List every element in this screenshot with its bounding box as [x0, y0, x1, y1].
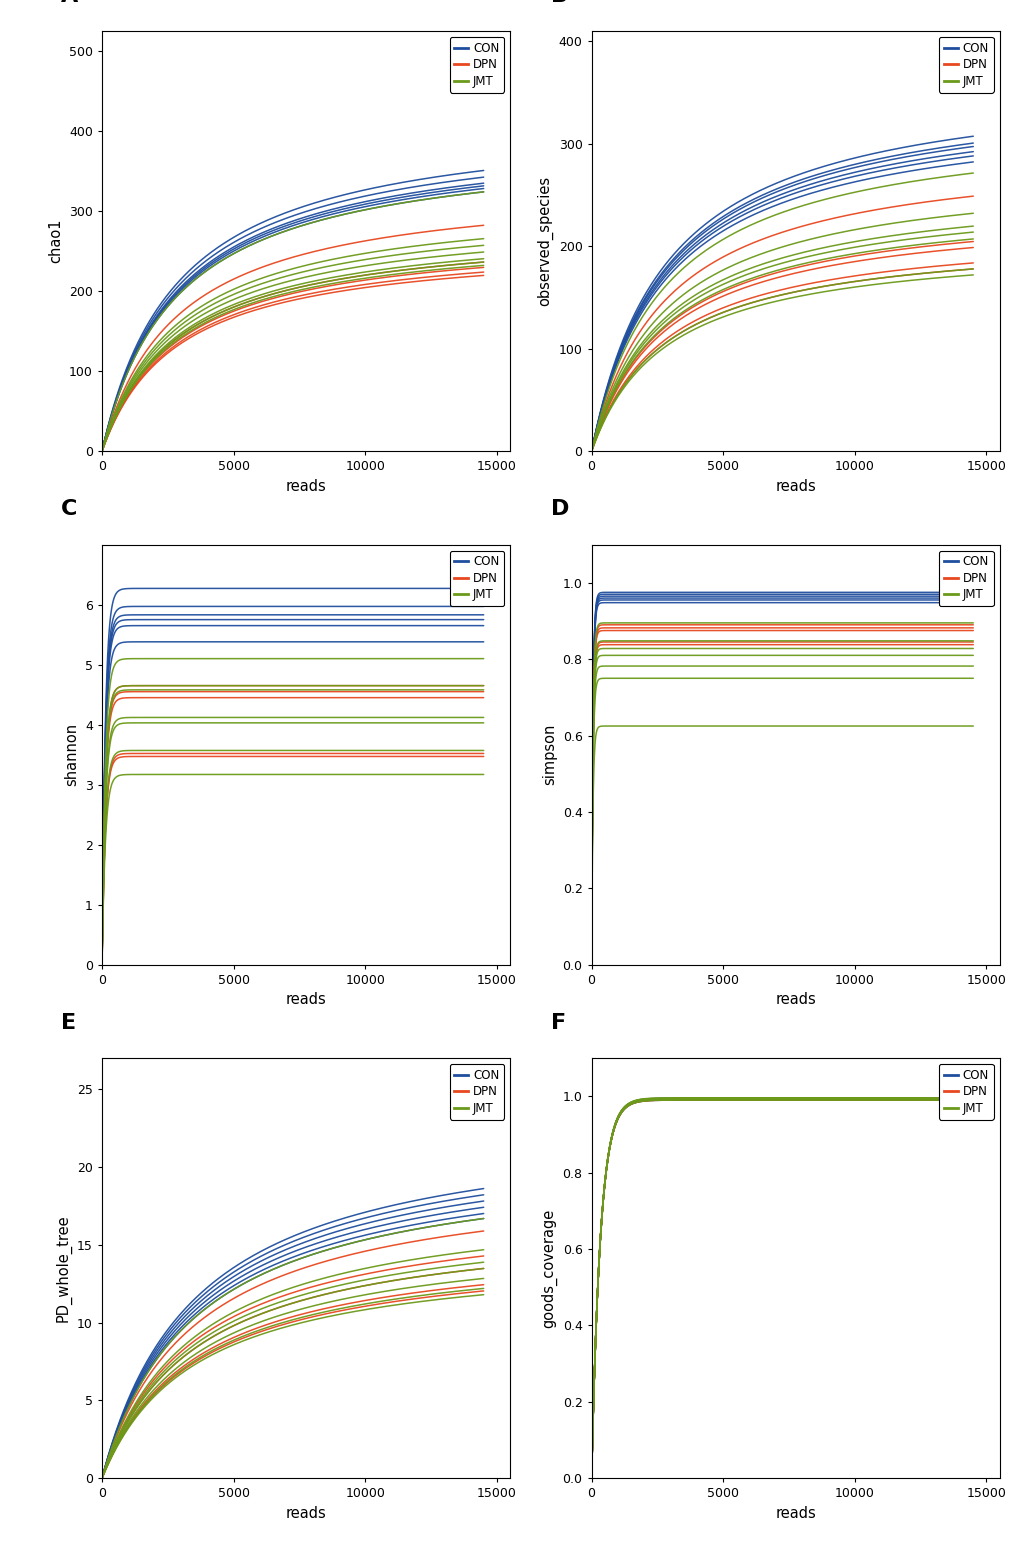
Legend: CON, DPN, JMT: CON, DPN, JMT	[449, 551, 503, 605]
X-axis label: reads: reads	[285, 479, 326, 493]
Y-axis label: simpson: simpson	[541, 724, 556, 786]
Legend: CON, DPN, JMT: CON, DPN, JMT	[938, 1064, 993, 1119]
Y-axis label: shannon: shannon	[64, 724, 79, 786]
Legend: CON, DPN, JMT: CON, DPN, JMT	[938, 551, 993, 605]
Y-axis label: goods_coverage: goods_coverage	[540, 1209, 556, 1327]
Legend: CON, DPN, JMT: CON, DPN, JMT	[938, 37, 993, 92]
X-axis label: reads: reads	[285, 993, 326, 1007]
Text: C: C	[61, 499, 77, 520]
Legend: CON, DPN, JMT: CON, DPN, JMT	[449, 1064, 503, 1119]
Text: B: B	[550, 0, 568, 6]
X-axis label: reads: reads	[774, 1506, 815, 1520]
Y-axis label: chao1: chao1	[48, 219, 63, 263]
Text: F: F	[550, 1013, 566, 1033]
Text: D: D	[550, 499, 569, 520]
Y-axis label: observed_species: observed_species	[536, 176, 552, 307]
Text: E: E	[61, 1013, 76, 1033]
Y-axis label: PD_whole_tree: PD_whole_tree	[55, 1214, 71, 1323]
X-axis label: reads: reads	[774, 479, 815, 493]
Legend: CON, DPN, JMT: CON, DPN, JMT	[449, 37, 503, 92]
X-axis label: reads: reads	[774, 993, 815, 1007]
X-axis label: reads: reads	[285, 1506, 326, 1520]
Text: A: A	[61, 0, 78, 6]
